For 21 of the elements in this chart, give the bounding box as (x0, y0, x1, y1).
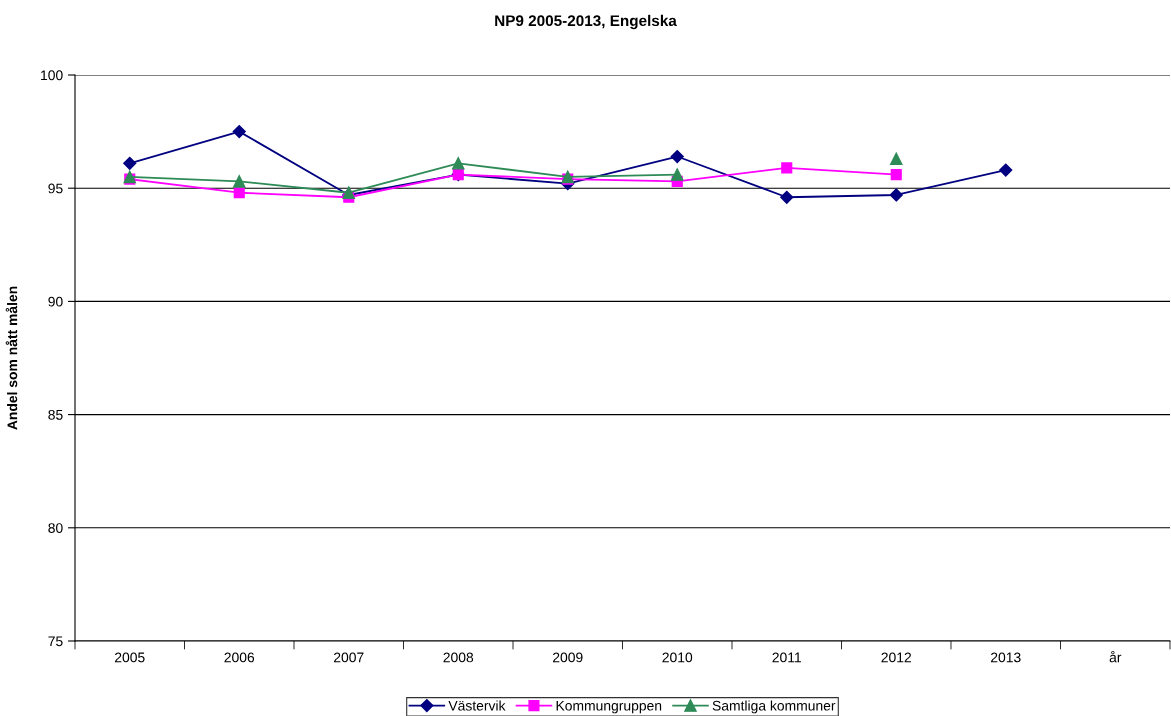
x-tick-label: 2005 (115, 652, 145, 663)
x-tick-label: 2009 (553, 652, 583, 663)
x-tick-label: 2010 (662, 652, 693, 663)
x-tick-label: 2007 (334, 652, 364, 663)
x-tick-label: 2013 (991, 652, 1021, 663)
x-tick-label: 2006 (224, 652, 255, 663)
y-tick-label: 95 (48, 183, 63, 194)
chart-title: NP9 2005-2013, Engelska (495, 14, 677, 30)
x-tick-label: 2012 (881, 652, 911, 663)
y-tick-label: 100 (41, 70, 63, 81)
y-tick-label: 80 (48, 523, 63, 533)
legend-label: Samtliga kommuner (712, 700, 836, 714)
legend-label: Kommungruppen (556, 700, 662, 714)
x-tick-label: 2008 (443, 652, 474, 663)
y-tick-label: 85 (48, 409, 63, 420)
x-tick-label: år (1109, 650, 1122, 663)
y-axis-title: Andel som nått målen (5, 286, 18, 430)
y-tick-label: 75 (48, 636, 63, 647)
x-tick-label: 2011 (772, 652, 802, 663)
legend-label: Västervik (448, 700, 506, 711)
y-tick-label: 90 (48, 296, 63, 307)
